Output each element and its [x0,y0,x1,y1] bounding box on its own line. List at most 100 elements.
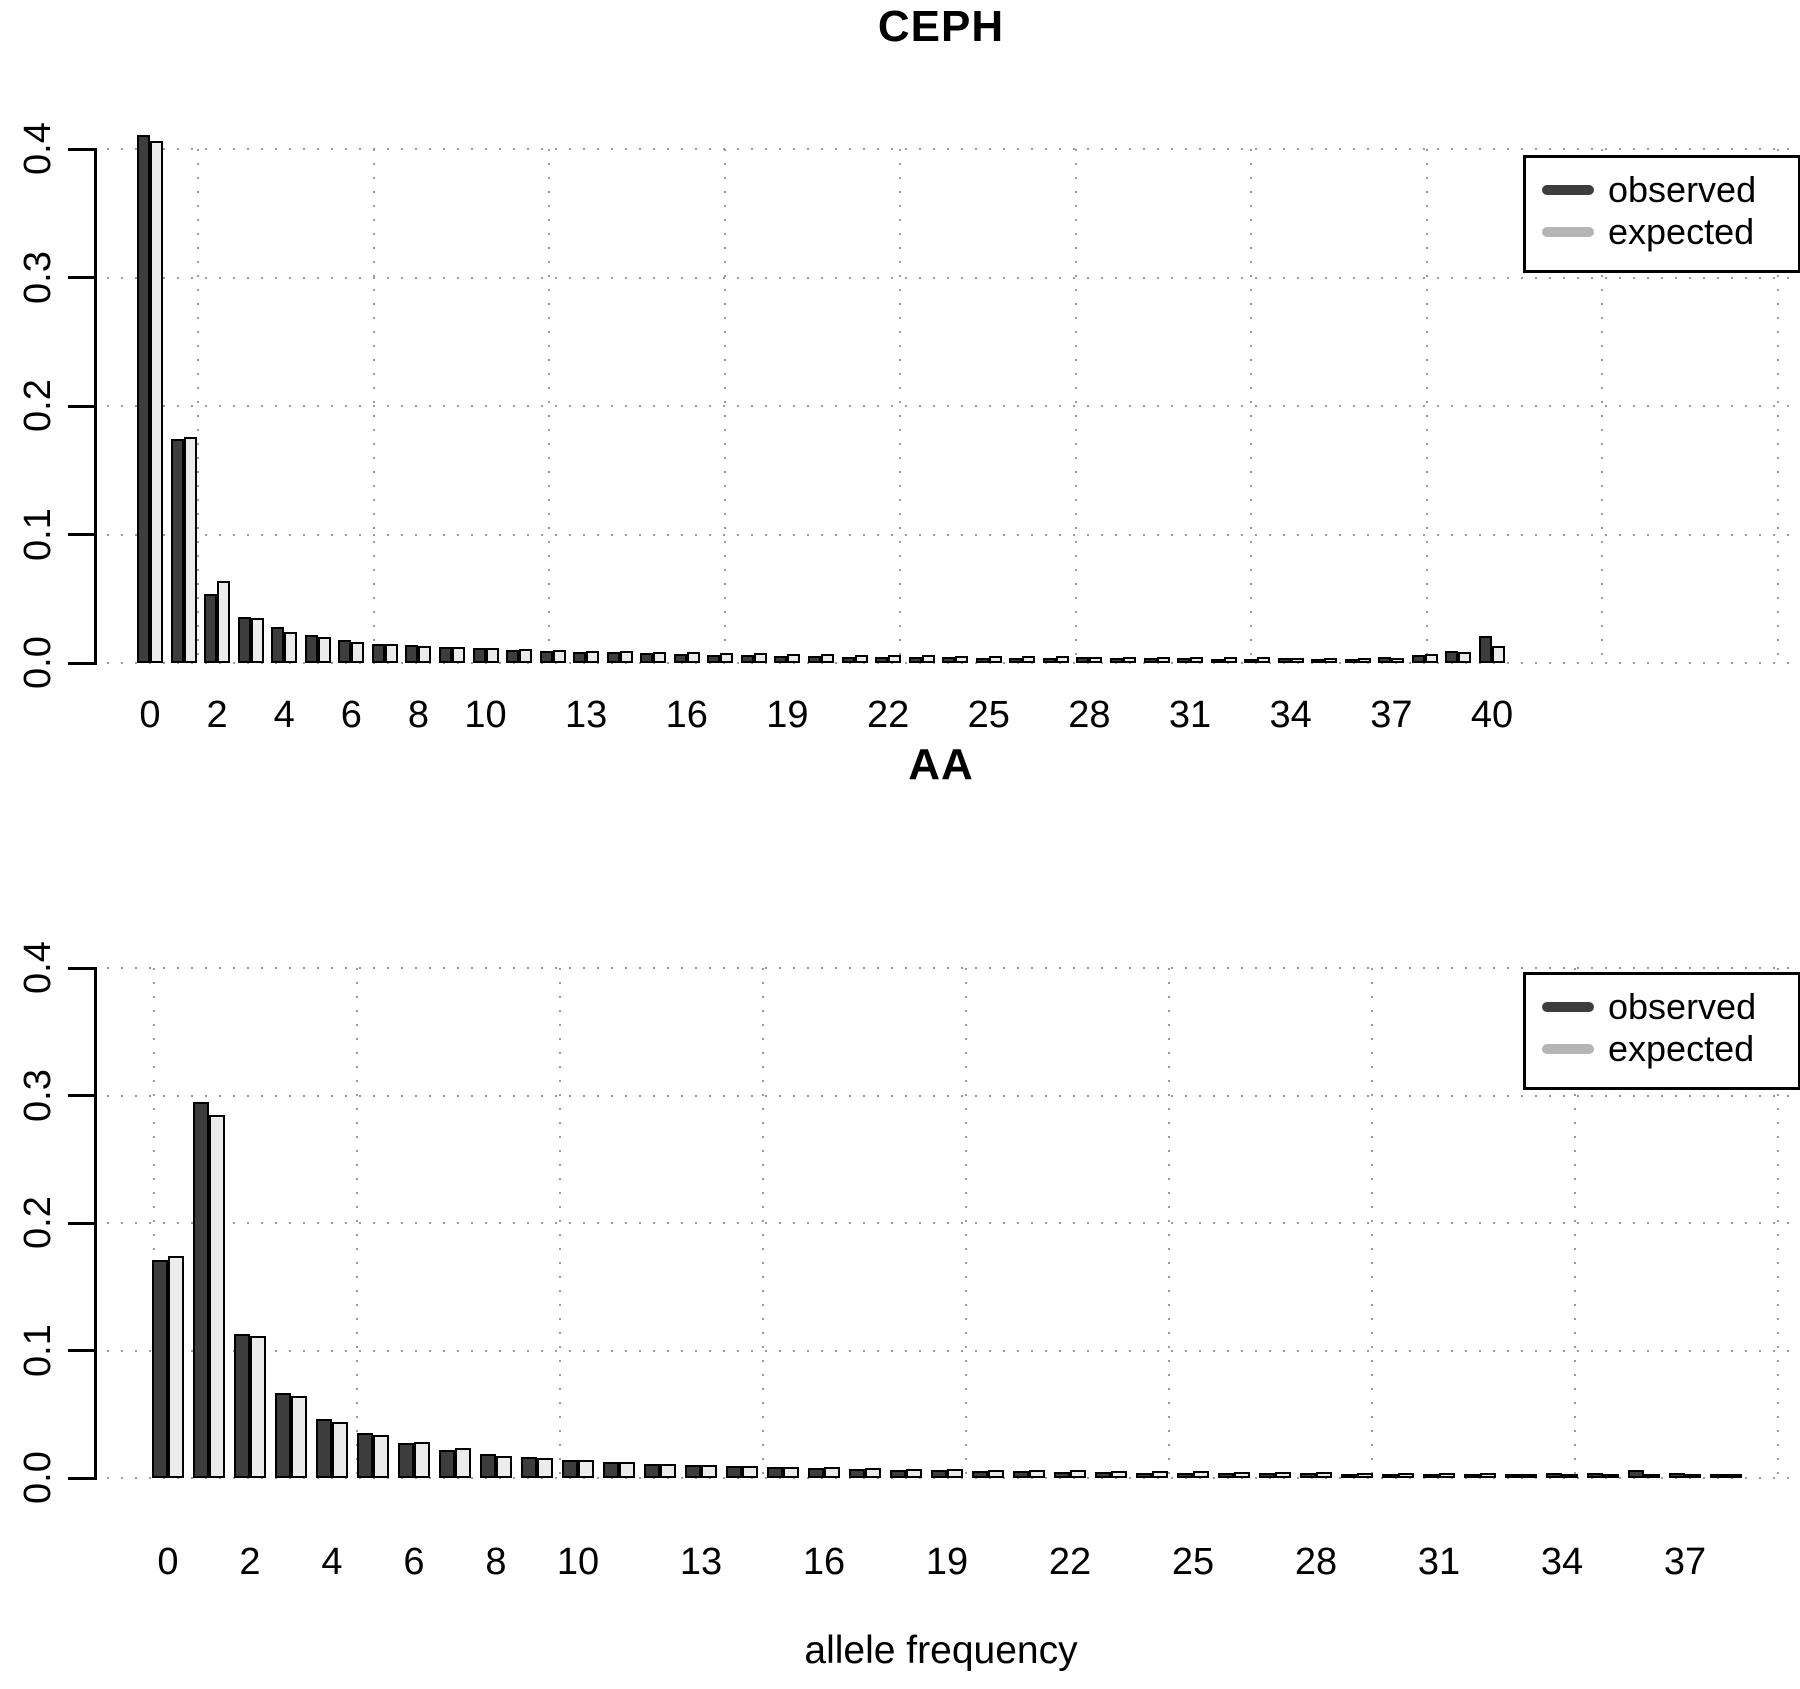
bar-observed [841,657,855,663]
legend-row-observed: observed [1526,169,1798,210]
bar-expected [906,1469,922,1478]
bar-expected [787,654,801,663]
v-gridline [1371,968,1373,1478]
v-gridline [372,149,375,663]
legend-row-expected: expected [1526,1028,1798,1069]
v-gridline [1168,968,1170,1478]
x-tick-label: 19 [766,694,809,736]
legend-row-observed: observed [1526,986,1798,1027]
bar-observed [137,135,150,663]
bar-expected [821,654,834,663]
bar-expected [284,632,298,663]
bar-expected [1190,657,1204,663]
y-tick [68,1476,97,1480]
bar-observed [193,1102,209,1478]
bar-observed [603,1462,619,1478]
bar-expected [955,656,969,663]
legend-row-expected: expected [1526,211,1798,252]
bar-expected [783,1467,799,1478]
bar-expected [1357,1473,1373,1478]
bar-expected [217,581,231,663]
bar-expected [1357,658,1371,663]
bar-observed [644,1464,660,1478]
bar-observed [1311,659,1325,663]
y-tick-label: 0.4 [17,941,59,995]
bar-observed [1177,658,1191,663]
expected-swatch [1542,1044,1594,1054]
legend-label-observed: observed [1608,986,1757,1027]
bar-expected [653,652,667,663]
bar-observed [606,652,620,663]
x-tick-label: 4 [273,694,295,736]
bar-observed [972,1471,988,1478]
h-gridline [107,1222,1790,1224]
x-tick-label: 0 [157,1541,179,1583]
v-gridline [762,968,764,1478]
bar-observed [808,656,821,663]
legend-label-expected: expected [1608,1028,1755,1069]
bar-observed [357,1433,373,1478]
bar-expected [317,637,331,663]
bar-observed [1628,1470,1644,1478]
bar-expected [150,141,163,663]
bar-expected [209,1115,225,1478]
bar-observed [204,594,218,663]
bar-expected [183,437,197,663]
x-tick-label: 31 [1417,1541,1461,1583]
bar-observed [1109,658,1123,663]
bar-expected [519,649,533,663]
x-tick-label: 13 [565,694,608,736]
bar-expected [1492,646,1505,663]
bar-expected [586,651,600,663]
bar-expected [1234,1472,1250,1478]
bar-expected [1275,1472,1291,1478]
x-tick-label: 19 [925,1541,969,1583]
bar-observed [438,647,452,663]
bar-observed [726,1466,742,1478]
bar-observed [1143,658,1157,663]
x-tick-label: 6 [403,1541,425,1583]
bar-expected [1521,1474,1537,1478]
bar-expected [578,1460,594,1478]
bar-observed [1136,1473,1152,1478]
y-tick [68,1094,97,1097]
bar-observed [1300,1473,1316,1478]
h-gridline [107,405,1790,407]
bar-expected [485,648,499,663]
legend-ceph: observed expected [1523,155,1800,273]
y-tick-label: 0.0 [17,1451,59,1505]
bar-observed [1177,1473,1193,1478]
x-tick-label: 37 [1370,694,1413,736]
observed-swatch [1542,185,1594,195]
bar-expected [537,1458,553,1478]
bar-observed [304,635,318,663]
bar-expected [1111,1471,1127,1478]
bar-observed [562,1460,578,1478]
v-gridline [1776,149,1779,663]
bar-expected [1223,657,1237,663]
h-gridline [107,1094,1790,1097]
v-gridline [1425,149,1428,663]
bar-expected [742,1466,758,1478]
x-tick-label: 28 [1068,694,1111,736]
bar-observed [931,1470,947,1478]
bar-observed [1479,636,1492,663]
bar-expected [1398,1473,1414,1478]
bar-expected [854,655,868,663]
bar-observed [271,627,285,663]
bar-observed [573,652,587,663]
x-tick-label: 4 [321,1541,343,1583]
y-tick [68,276,97,279]
x-tick-label: 40 [1470,694,1514,736]
bar-observed [506,650,520,663]
x-tick-label: 16 [802,1541,846,1583]
chart-title-ceph: CEPH [877,2,1005,51]
bar-observed [1669,1473,1685,1478]
bar-observed [1095,1472,1111,1478]
y-tick-label: 0.2 [17,1196,59,1250]
bar-observed [1210,659,1224,663]
x-tick-label: 22 [866,694,910,736]
bar-observed [1382,1474,1398,1478]
bar-observed [1341,1474,1357,1478]
y-tick [68,147,97,151]
